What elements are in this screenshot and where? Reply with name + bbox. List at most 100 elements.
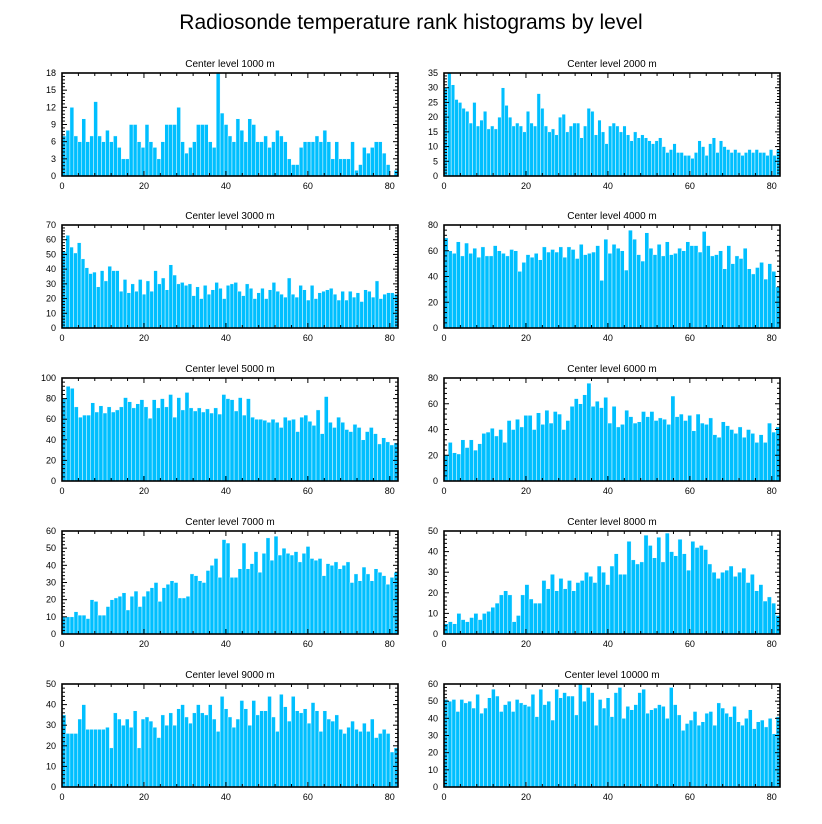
bar — [557, 413, 562, 482]
bar — [140, 718, 146, 788]
bar — [225, 542, 231, 635]
y-tick-label: 10 — [46, 761, 56, 771]
bar — [113, 135, 118, 177]
bar — [726, 149, 731, 177]
bar — [558, 697, 563, 788]
bar — [328, 422, 333, 482]
bar — [177, 597, 183, 635]
x-tick-label: 0 — [59, 639, 64, 649]
bar — [334, 141, 339, 177]
bar — [215, 731, 221, 788]
y-tick-label: 50 — [46, 543, 56, 553]
bar — [73, 135, 79, 177]
bar — [574, 258, 580, 329]
x-tick-label: 0 — [59, 486, 64, 496]
bar — [599, 407, 604, 482]
bar — [181, 597, 187, 635]
bar — [180, 282, 185, 329]
bar — [456, 241, 461, 329]
bar — [317, 558, 323, 635]
bar — [361, 566, 367, 635]
y-tick-label: 60 — [428, 679, 438, 689]
bar — [313, 559, 319, 635]
bar — [546, 251, 551, 329]
bar — [684, 723, 690, 788]
bar — [647, 140, 652, 177]
y-tick-label: 30 — [428, 83, 438, 93]
bar — [658, 137, 663, 177]
bar — [608, 125, 613, 177]
bar — [626, 134, 631, 177]
bar — [136, 141, 142, 177]
bar — [656, 536, 662, 635]
bar — [472, 102, 477, 177]
panel-title: Center level 4000 m — [567, 211, 657, 222]
bar — [729, 152, 734, 177]
bar — [385, 583, 391, 635]
bar — [485, 431, 491, 482]
bar — [609, 565, 615, 635]
y-tick-label: 40 — [428, 425, 438, 435]
y-tick-label: 60 — [46, 526, 56, 536]
panel-title: Center level 1000 m — [185, 59, 275, 70]
bar — [624, 409, 630, 482]
y-tick-label: 10 — [428, 765, 438, 775]
bar — [588, 576, 594, 635]
bar — [65, 235, 70, 329]
bar — [720, 421, 726, 482]
y-tick-label: 5 — [433, 156, 438, 166]
bar — [263, 710, 268, 788]
bar — [481, 433, 487, 482]
bar — [223, 124, 229, 177]
bar — [74, 406, 79, 482]
bar — [289, 554, 295, 635]
x-tick-label: 20 — [521, 181, 531, 191]
bar — [732, 576, 738, 635]
bar — [168, 394, 173, 482]
bar — [562, 692, 567, 788]
bar — [81, 704, 86, 788]
y-tick-label: 50 — [428, 696, 438, 706]
bar — [389, 751, 395, 788]
bar — [483, 707, 488, 788]
bar — [381, 575, 387, 635]
bar — [109, 141, 114, 177]
bar — [294, 296, 299, 329]
bar — [550, 719, 555, 788]
bar — [680, 730, 686, 788]
bar — [329, 565, 335, 635]
bar — [247, 118, 252, 177]
y-tick-label: 0 — [433, 782, 438, 792]
bar — [603, 238, 609, 329]
bar — [533, 253, 539, 329]
axis-ticks — [61, 224, 398, 329]
x-tick-label: 80 — [767, 486, 777, 496]
bar — [691, 430, 697, 482]
bar — [550, 574, 555, 635]
bar — [144, 124, 150, 177]
bar — [314, 135, 320, 177]
bar — [740, 724, 745, 788]
bar — [189, 573, 195, 635]
y-tick-label: 0 — [51, 629, 56, 639]
x-tick-label: 80 — [385, 792, 395, 802]
bar — [131, 407, 136, 482]
bar — [619, 250, 625, 329]
y-tick-label: 0 — [433, 171, 438, 181]
bar — [310, 702, 316, 788]
bar — [711, 137, 716, 177]
bar — [685, 241, 691, 329]
bar — [254, 418, 259, 482]
bar — [479, 712, 484, 788]
bar — [668, 149, 673, 177]
bar — [561, 429, 567, 482]
bar — [82, 414, 87, 482]
bar — [615, 247, 621, 329]
bar — [136, 747, 142, 788]
bar — [149, 587, 155, 635]
bar — [172, 274, 177, 329]
y-tick-label: 6 — [51, 137, 56, 147]
bar — [758, 434, 764, 482]
bar — [636, 137, 641, 177]
bar — [701, 146, 706, 177]
